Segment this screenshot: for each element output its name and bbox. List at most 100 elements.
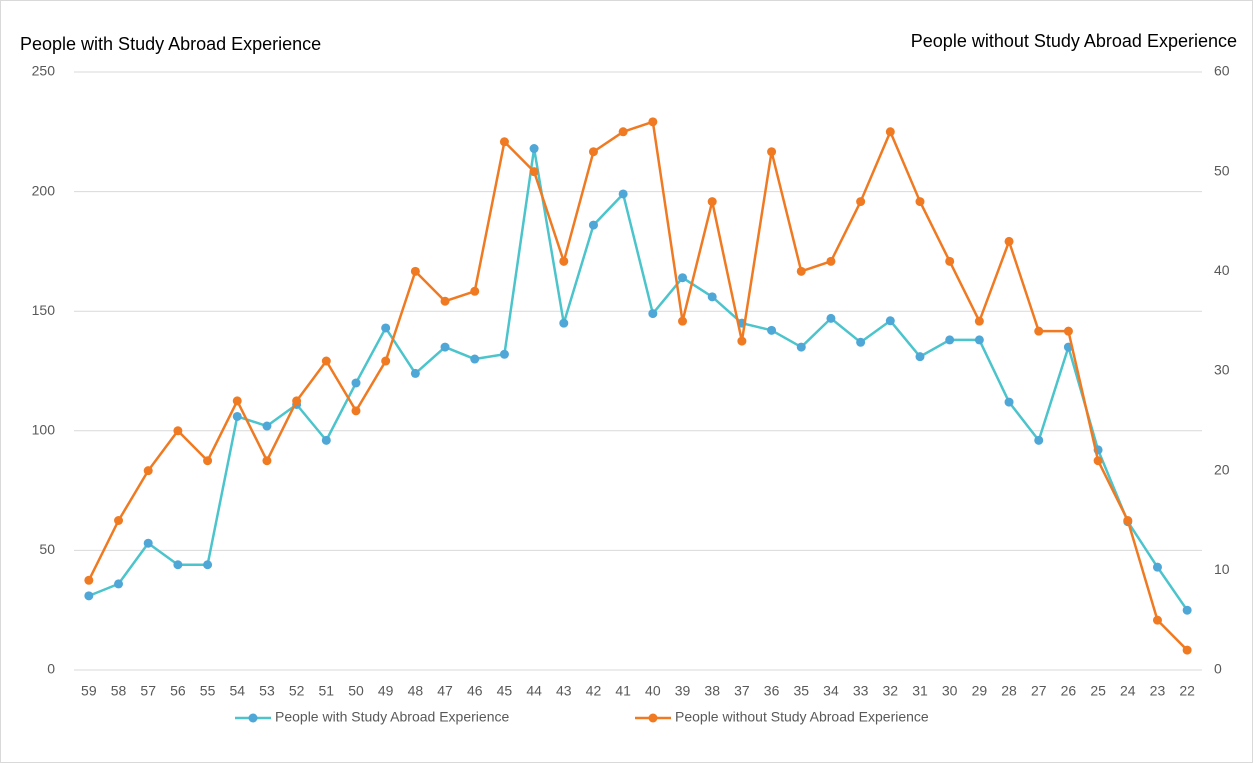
point (1182, 645, 1192, 655)
y2-axis-title: People without Study Abroad Experience (911, 31, 1237, 51)
legend-marker (248, 713, 258, 723)
x-tick-label: 34 (823, 683, 839, 699)
point (1123, 516, 1133, 525)
point (1182, 605, 1192, 615)
point (648, 117, 658, 127)
x-tick-label: 29 (972, 683, 988, 699)
y2-tick-label: 0 (1214, 661, 1222, 677)
x-tick-label: 33 (853, 683, 869, 699)
point (678, 316, 688, 326)
point (381, 356, 391, 366)
point (1034, 435, 1044, 445)
point (856, 197, 866, 207)
point (796, 342, 806, 352)
point (1034, 326, 1044, 336)
x-tick-label: 28 (1001, 683, 1017, 699)
x-tick-label: 41 (615, 683, 631, 699)
y2-tick-label: 60 (1214, 63, 1230, 79)
point (1093, 456, 1103, 466)
point (826, 256, 836, 266)
series-line (87, 120, 1189, 651)
point (440, 296, 450, 306)
point (173, 560, 183, 570)
point (203, 560, 213, 570)
point (410, 266, 420, 276)
x-tick-label: 25 (1090, 683, 1106, 699)
point (559, 318, 569, 328)
point (440, 342, 450, 352)
x-tick-label: 45 (497, 683, 513, 699)
y2-tick-label: 40 (1214, 262, 1230, 278)
x-tick-label: 42 (586, 683, 602, 699)
point (499, 137, 509, 147)
point (974, 316, 984, 326)
point (114, 579, 124, 589)
point (321, 435, 331, 445)
x-tick-label: 40 (645, 683, 661, 699)
point (84, 575, 94, 585)
point (707, 197, 717, 207)
point (1063, 326, 1073, 336)
y-tick-label: 150 (32, 302, 56, 318)
legend-label: People without Study Abroad Experience (675, 709, 929, 725)
point (915, 197, 925, 207)
x-tick-label: 43 (556, 683, 572, 699)
point (678, 273, 688, 283)
x-tick-label: 39 (675, 683, 691, 699)
point (945, 335, 955, 345)
point (559, 256, 569, 266)
point (292, 396, 302, 406)
series-line (88, 147, 1189, 611)
point (1004, 397, 1014, 407)
point (351, 378, 361, 388)
point (262, 456, 272, 466)
point (588, 147, 598, 157)
y-tick-label: 200 (32, 182, 56, 198)
x-tick-label: 53 (259, 683, 275, 699)
point (1004, 236, 1014, 246)
point (529, 144, 539, 154)
x-tick-label: 24 (1120, 683, 1136, 699)
point (737, 336, 747, 346)
x-tick-label: 37 (734, 683, 750, 699)
x-tick-label: 49 (378, 683, 394, 699)
point (410, 368, 420, 378)
point (351, 406, 361, 416)
y-axis-title: People with Study Abroad Experience (20, 34, 321, 54)
point (381, 323, 391, 333)
y-tick-label: 50 (39, 541, 55, 557)
x-tick-label: 31 (912, 683, 928, 699)
x-tick-label: 58 (111, 683, 127, 699)
y2-tick-label: 20 (1214, 461, 1230, 477)
x-tick-label: 23 (1150, 683, 1166, 699)
point (262, 421, 272, 431)
point (856, 337, 866, 347)
point (1152, 615, 1162, 625)
legend-marker (648, 713, 658, 723)
x-tick-label: 27 (1031, 683, 1047, 699)
point (767, 147, 777, 157)
y-tick-label: 100 (32, 422, 56, 438)
point (648, 309, 658, 319)
x-tick-label: 30 (942, 683, 958, 699)
y-tick-label: 0 (47, 661, 55, 677)
y2-tick-label: 50 (1214, 162, 1230, 178)
x-tick-label: 50 (348, 683, 364, 699)
point (826, 313, 836, 323)
x-tick-label: 22 (1179, 683, 1195, 699)
point (974, 335, 984, 345)
x-tick-label: 46 (467, 683, 483, 699)
x-tick-label: 57 (140, 683, 156, 699)
point (1152, 562, 1162, 572)
x-tick-label: 38 (704, 683, 720, 699)
x-tick-label: 44 (526, 683, 542, 699)
x-tick-label: 47 (437, 683, 453, 699)
point (767, 325, 777, 335)
x-tick-label: 52 (289, 683, 305, 699)
x-tick-label: 35 (793, 683, 809, 699)
point (796, 266, 806, 276)
point (470, 286, 480, 296)
point (915, 352, 925, 362)
